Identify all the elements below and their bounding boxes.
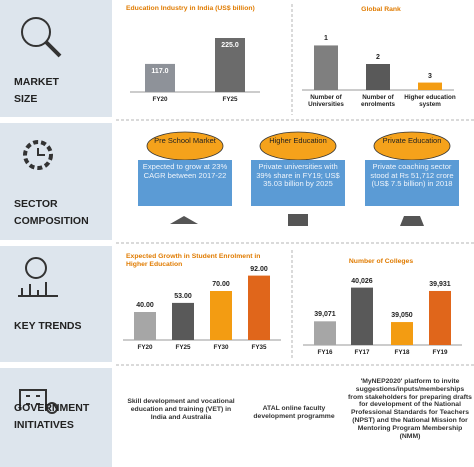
initiative-text: ATAL online faculty development programm… (253, 405, 335, 420)
value-label: 39,071 (314, 311, 336, 319)
category-label: Higher education system (404, 94, 456, 109)
bar (210, 291, 232, 340)
value-label: 3 (428, 72, 432, 80)
category-label: FY20 (137, 344, 153, 351)
bar (429, 290, 451, 345)
sector-icons (170, 214, 424, 226)
value-label: 40,026 (351, 277, 373, 285)
value-label: 39,931 (429, 280, 451, 288)
category-label: FY19 (432, 349, 448, 356)
bar (248, 275, 270, 340)
gear-icon (37, 148, 45, 156)
value-label: 53.00 (174, 292, 192, 300)
gear-icon (23, 140, 53, 170)
category-label: FY17 (354, 349, 370, 356)
category-label: FY30 (213, 344, 229, 351)
chart-icon (18, 282, 58, 297)
bar (351, 287, 373, 345)
section-label: SECTOR COMPOSITION (14, 198, 89, 227)
sector-box (365, 160, 459, 206)
icons (18, 17, 62, 414)
sector-title: Private Education (382, 136, 442, 145)
value-label: 92.00 (250, 265, 268, 273)
sector-title: Pre School Market (154, 136, 216, 145)
value-label: 117.0 (151, 67, 169, 75)
chart-title: Global Rank (361, 6, 401, 13)
value-label: 1 (324, 35, 328, 43)
category-label: FY20 (152, 96, 168, 103)
chart-title: Number of Colleges (348, 258, 414, 265)
sector-text: Private universities with 39% share in F… (256, 162, 340, 189)
value-label: 225.0 (221, 42, 239, 49)
category-label: Number of enrolments (361, 94, 395, 109)
section-label: KEY TRENDS (14, 320, 82, 332)
category-label: FY25 (222, 96, 238, 103)
bar (366, 64, 390, 90)
bar (215, 38, 245, 92)
value-label: 40.00 (136, 302, 154, 309)
side-panel (0, 123, 112, 240)
bar (145, 63, 175, 92)
chart-title: Expected Growth in Student Enrolment in … (126, 253, 261, 268)
badge-icon (46, 402, 58, 414)
sector-text: Expected to grow at 23% CAGR between 201… (142, 162, 228, 180)
globe-icon (25, 257, 47, 279)
sector-icon (170, 216, 198, 224)
value-label: 39,050 (391, 312, 413, 320)
sector-box (138, 160, 232, 206)
bar (314, 321, 336, 345)
section-label: MARKET SIZE (14, 76, 59, 105)
sector-icon (288, 214, 308, 226)
initiative-text: 'MyNEP2020' platform to invite suggestio… (348, 378, 472, 440)
bar (418, 82, 442, 90)
category-label: FY18 (394, 349, 410, 356)
bar (134, 312, 156, 340)
value-label: 70.00 (212, 281, 230, 288)
section-label: GOVERNMENT INITIATIVES (14, 402, 90, 431)
initiative-text: Skill development and vocational educati… (127, 398, 235, 421)
category-label: FY25 (175, 344, 191, 351)
sector-title: Higher Education (269, 136, 327, 145)
sector-box (251, 160, 345, 206)
category-label: FY16 (317, 349, 333, 356)
side-panel (0, 0, 112, 117)
bar (391, 322, 413, 345)
magnifier-icon (44, 40, 62, 58)
value-label: 2 (376, 54, 380, 61)
category-label: FY35 (251, 344, 267, 351)
chart-title: Education Industry in India (US$ billion… (126, 5, 255, 12)
side-panel (0, 368, 112, 467)
side-panel (0, 246, 112, 362)
bar (314, 45, 338, 90)
building-icon (19, 389, 47, 410)
magnifier-icon (21, 17, 51, 47)
sector-icon (400, 216, 424, 226)
sector-text: Private coaching sector stood at Rs 51,7… (370, 162, 454, 189)
separators (116, 4, 474, 366)
bar (172, 302, 194, 340)
category-label: Number of Universities (308, 94, 344, 109)
